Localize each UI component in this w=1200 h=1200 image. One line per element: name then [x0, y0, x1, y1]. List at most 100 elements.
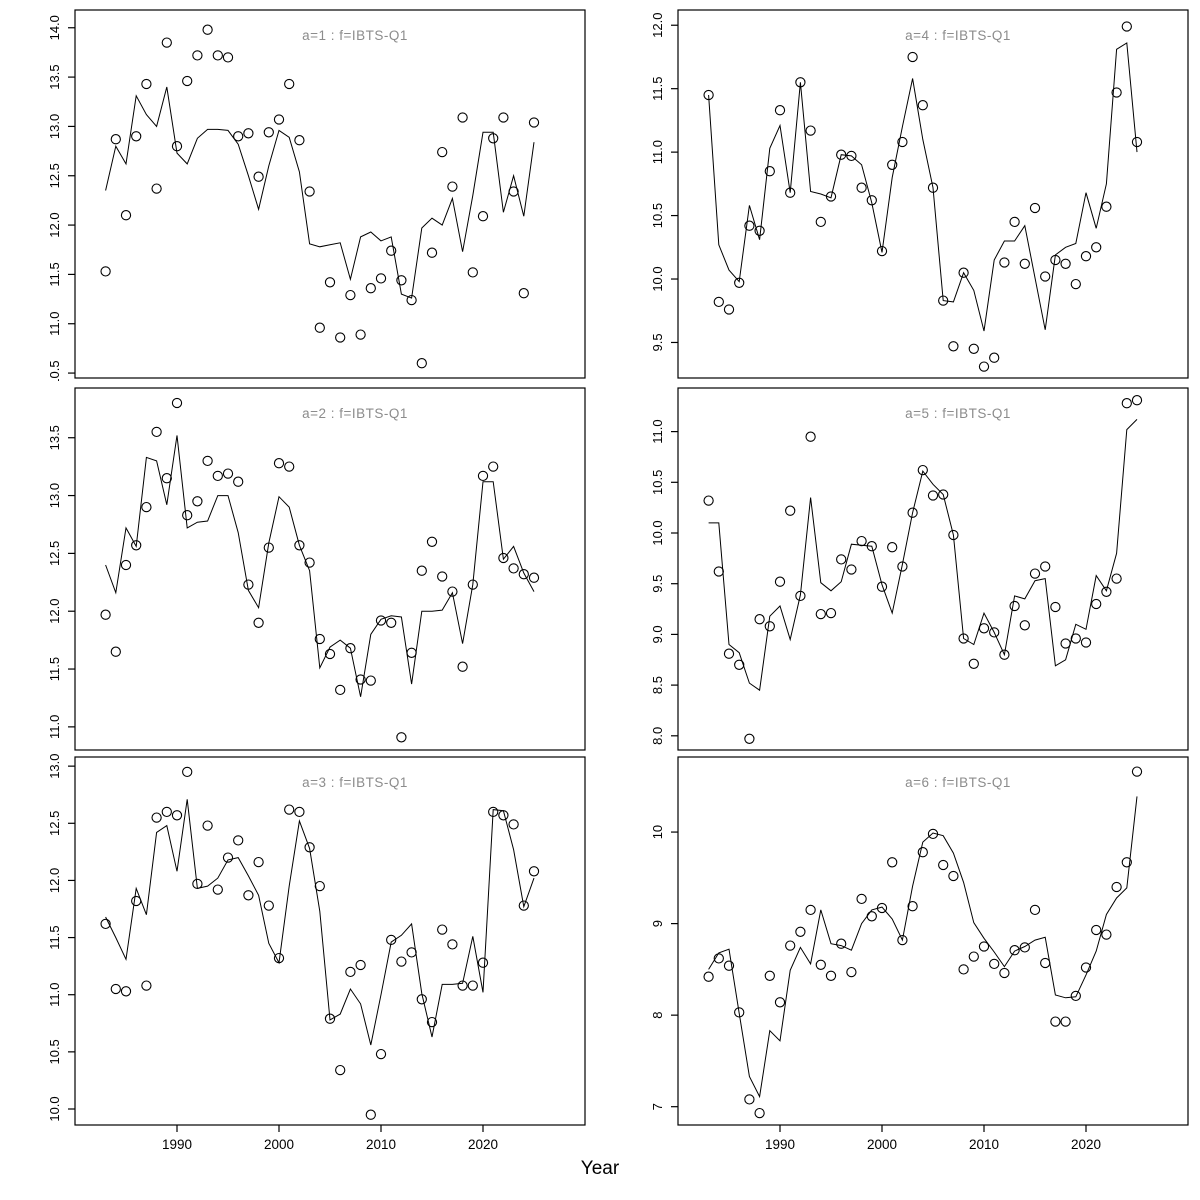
data-point: [1070, 633, 1081, 644]
data-point: [192, 50, 203, 61]
y-axis-tick-label: 11.5: [47, 925, 62, 949]
data-point: [304, 842, 315, 853]
y-axis-tick-label: 8.5: [650, 676, 665, 694]
data-point: [294, 540, 305, 551]
data-point: [856, 893, 867, 905]
data-point: [795, 77, 806, 88]
data-point: [1111, 881, 1122, 893]
data-point: [202, 24, 213, 35]
data-point: [426, 247, 438, 258]
data-point: [1009, 216, 1020, 228]
data-point: [273, 114, 285, 125]
data-point: [1131, 136, 1143, 148]
data-point: [723, 648, 735, 659]
data-point: [764, 970, 775, 981]
data-point: [1060, 1016, 1071, 1027]
data-point: [386, 617, 397, 628]
data-point: [345, 643, 356, 654]
y-axis-tick-label: 13.0: [47, 483, 62, 508]
data-point: [528, 572, 540, 583]
data-point: [375, 1048, 387, 1060]
data-point: [887, 542, 898, 553]
y-axis-tick-label: 9.5: [650, 333, 665, 351]
data-point: [151, 426, 162, 438]
data-point: [365, 675, 376, 686]
data-point: [948, 870, 959, 882]
y-axis-tick-label: 13.0: [47, 114, 62, 139]
data-point: [703, 971, 714, 982]
y-axis-tick-label: 10.5: [650, 470, 665, 495]
data-point: [192, 496, 203, 507]
data-point: [897, 136, 908, 148]
panel-a6: 7 8 9 10 1990 2000 2010 2020 a=6 : f=IBTS-Q1: [650, 756, 1189, 1152]
data-point: [202, 820, 213, 831]
fitted-line: [708, 796, 1138, 1099]
data-point: [386, 934, 397, 946]
data-point: [416, 358, 427, 369]
data-point: [785, 505, 796, 516]
fitted-line: [708, 42, 1138, 332]
data-point: [1080, 962, 1092, 973]
data-point: [734, 659, 745, 670]
data-point: [836, 149, 847, 160]
data-point: [1019, 620, 1030, 631]
data-point: [887, 857, 898, 868]
data-point: [927, 490, 939, 501]
data-point: [978, 623, 990, 634]
data-point: [437, 571, 448, 582]
data-point: [426, 536, 438, 547]
data-point: [161, 37, 172, 48]
data-point: [1009, 600, 1020, 612]
data-point: [508, 186, 519, 197]
data-point: [437, 146, 448, 158]
data-point: [467, 980, 478, 991]
data-point: [754, 1107, 765, 1119]
y-axis-tick-label: 11.0: [650, 419, 665, 443]
data-point: [1070, 278, 1081, 290]
data-point: [927, 828, 939, 840]
data-point: [426, 1016, 438, 1028]
data-point: [273, 458, 285, 469]
data-point: [447, 586, 458, 597]
x-axis-tick-label: 2010: [366, 1137, 396, 1152]
data-point: [805, 125, 816, 136]
data-point: [917, 847, 928, 858]
x-axis-tick-label: 2020: [1071, 1137, 1101, 1152]
data-point: [263, 542, 274, 553]
data-point: [754, 614, 765, 625]
data-point: [222, 52, 234, 63]
data-point: [836, 554, 847, 565]
data-point: [396, 275, 407, 286]
data-point: [335, 332, 346, 343]
fitted-line: [105, 435, 535, 697]
data-point: [1019, 942, 1030, 953]
y-axis-tick-label: 7: [650, 1103, 665, 1110]
data-point: [477, 957, 489, 968]
data-point: [989, 627, 1000, 638]
panel-a1: 10.5 11.0 11.5 12.0 12.5 13.0 13.5 14.0 a=1 : f=…: [47, 9, 586, 381]
data-point: [100, 918, 111, 930]
data-point: [508, 563, 519, 574]
data-point: [314, 633, 325, 645]
data-point: [294, 806, 305, 818]
data-point: [1111, 573, 1122, 584]
y-axis-tick-label: 12.5: [47, 541, 62, 566]
data-point: [917, 100, 928, 111]
data-point: [171, 141, 183, 152]
panel-title: a=2 : f=IBTS-Q1: [302, 406, 408, 421]
x-axis-tick-label: 2000: [867, 1137, 897, 1152]
x-axis-title: Year: [580, 1158, 620, 1179]
panel-a3: 10.0 10.5 11.0 11.5 12.0 12.5 13.0 1990 2000 2010…: [47, 753, 586, 1152]
data-point: [1009, 945, 1020, 956]
data-point: [233, 835, 244, 846]
data-point: [416, 994, 427, 1005]
data-point: [477, 470, 489, 482]
data-point: [1121, 21, 1132, 32]
data-point: [284, 78, 295, 90]
data-point: [120, 210, 132, 221]
data-point: [876, 245, 888, 257]
data-point: [447, 181, 458, 192]
data-point: [182, 766, 193, 778]
data-point: [375, 615, 387, 626]
data-point: [324, 1013, 336, 1024]
